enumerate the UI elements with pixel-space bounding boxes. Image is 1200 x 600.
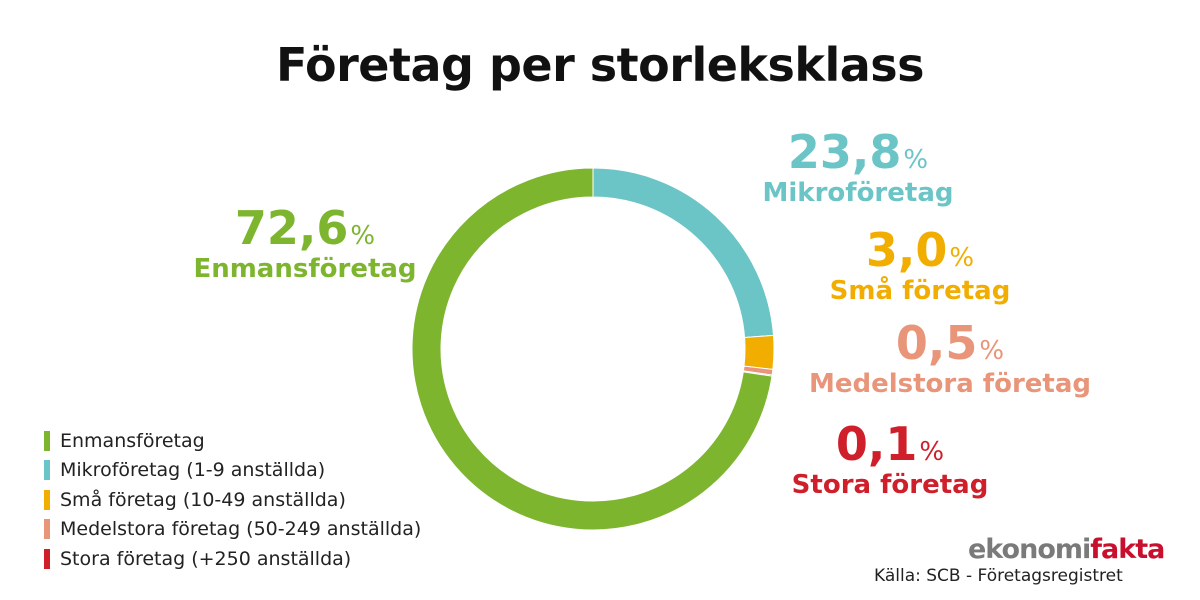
legend-label: Små företag (10-49 anställda) <box>60 488 346 511</box>
label-stora-foretag: 0,1% Stora företag <box>780 419 1000 501</box>
legend-swatch <box>44 519 50 540</box>
legend-swatch <box>44 430 50 451</box>
legend-item: Enmansföretag <box>44 426 421 456</box>
legend-label: Medelstora företag (50-249 anställda) <box>60 518 422 541</box>
legend-label: Mikroföretag (1-9 anställda) <box>60 459 326 482</box>
legend-item: Små företag (10-49 anställda) <box>44 485 421 515</box>
legend-label: Enmansföretag <box>60 429 205 452</box>
percent-sign: % <box>919 437 945 467</box>
legend: Enmansföretag Mikroföretag (1-9 anställd… <box>44 426 421 574</box>
value-medelstora-foretag: 0,5 <box>895 316 978 370</box>
name-enmansforetag: Enmansföretag <box>193 254 417 284</box>
name-mikroforetag: Mikroföretag <box>762 178 954 208</box>
slice-enmansforetag <box>411 167 773 531</box>
value-sma-foretag: 3,0 <box>865 223 948 277</box>
value-stora-foretag: 0,1 <box>835 417 918 471</box>
legend-swatch <box>44 548 50 569</box>
legend-label: Stora företag (+250 anställda) <box>60 547 352 570</box>
percent-sign: % <box>350 221 376 251</box>
legend-item: Medelstora företag (50-249 anställda) <box>44 515 421 545</box>
percent-sign: % <box>949 243 975 273</box>
name-medelstora-foretag: Medelstora företag <box>808 369 1092 399</box>
label-medelstora-foretag: 0,5% Medelstora företag <box>800 318 1100 400</box>
slice-sma-foretag <box>743 334 775 370</box>
legend-item: Stora företag (+250 anställda) <box>44 544 421 574</box>
source-note: Källa: SCB - Företagsregistret <box>874 566 1123 586</box>
value-enmansforetag: 72,6 <box>234 201 349 255</box>
percent-sign: % <box>979 336 1005 366</box>
legend-item: Mikroföretag (1-9 anställda) <box>44 456 421 486</box>
chart-title: Företag per storleksklass <box>275 38 925 92</box>
percent-sign: % <box>903 145 929 175</box>
name-stora-foretag: Stora företag <box>791 470 989 500</box>
ekonomifakta-logo: ekonomifakta <box>968 534 1165 565</box>
label-sma-foretag: 3,0% Små företag <box>810 225 1030 307</box>
legend-swatch <box>44 489 50 510</box>
value-mikroforetag: 23,8 <box>787 125 902 179</box>
name-sma-foretag: Små företag <box>829 276 1011 306</box>
label-mikroforetag: 23,8% Mikroföretag <box>740 127 976 209</box>
label-enmansforetag: 72,6% Enmansföretag <box>185 203 425 285</box>
legend-swatch <box>44 460 50 481</box>
